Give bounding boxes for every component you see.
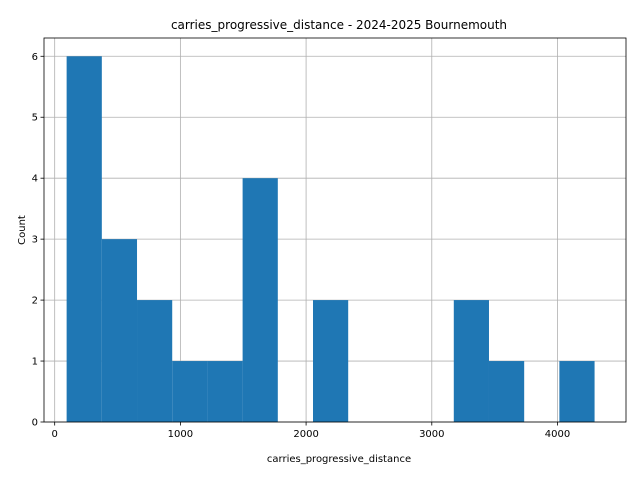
y-tick-label: 5 <box>32 113 38 124</box>
x-tick-label: 2000 <box>293 429 318 440</box>
y-tick-label: 4 <box>32 174 38 185</box>
chart-title: carries_progressive_distance - 2024-2025… <box>171 18 507 32</box>
histogram-bar <box>137 300 173 422</box>
histogram-bar <box>66 56 102 423</box>
histogram-bar <box>488 361 525 422</box>
y-tick-label: 2 <box>32 296 38 307</box>
y-tick-label: 1 <box>32 357 38 368</box>
histogram-bar <box>559 361 595 422</box>
x-tick-label: 0 <box>51 429 57 440</box>
y-tick-label: 0 <box>32 418 38 429</box>
x-tick-label: 4000 <box>545 429 570 440</box>
y-tick-label: 6 <box>32 52 38 63</box>
histogram-bar <box>101 239 138 422</box>
x-tick-label: 3000 <box>419 429 444 440</box>
x-axis-ticks: 0 1000 2000 3000 4000 <box>51 422 570 440</box>
x-axis-label: carries_progressive_distance <box>267 454 411 465</box>
y-axis-ticks: 0 1 2 3 4 5 6 <box>32 52 44 429</box>
histogram-bar <box>313 300 349 422</box>
y-tick-label: 3 <box>32 235 38 246</box>
y-axis-label: Count <box>17 215 28 245</box>
axes-frame <box>43 37 627 423</box>
histogram-bar <box>242 178 278 422</box>
bars-group <box>66 56 595 423</box>
x-tick-label: 1000 <box>168 429 193 440</box>
histogram-bar <box>453 300 489 422</box>
histogram-bar <box>172 361 208 422</box>
histogram-bar <box>207 361 243 422</box>
plot-frame <box>43 37 627 423</box>
